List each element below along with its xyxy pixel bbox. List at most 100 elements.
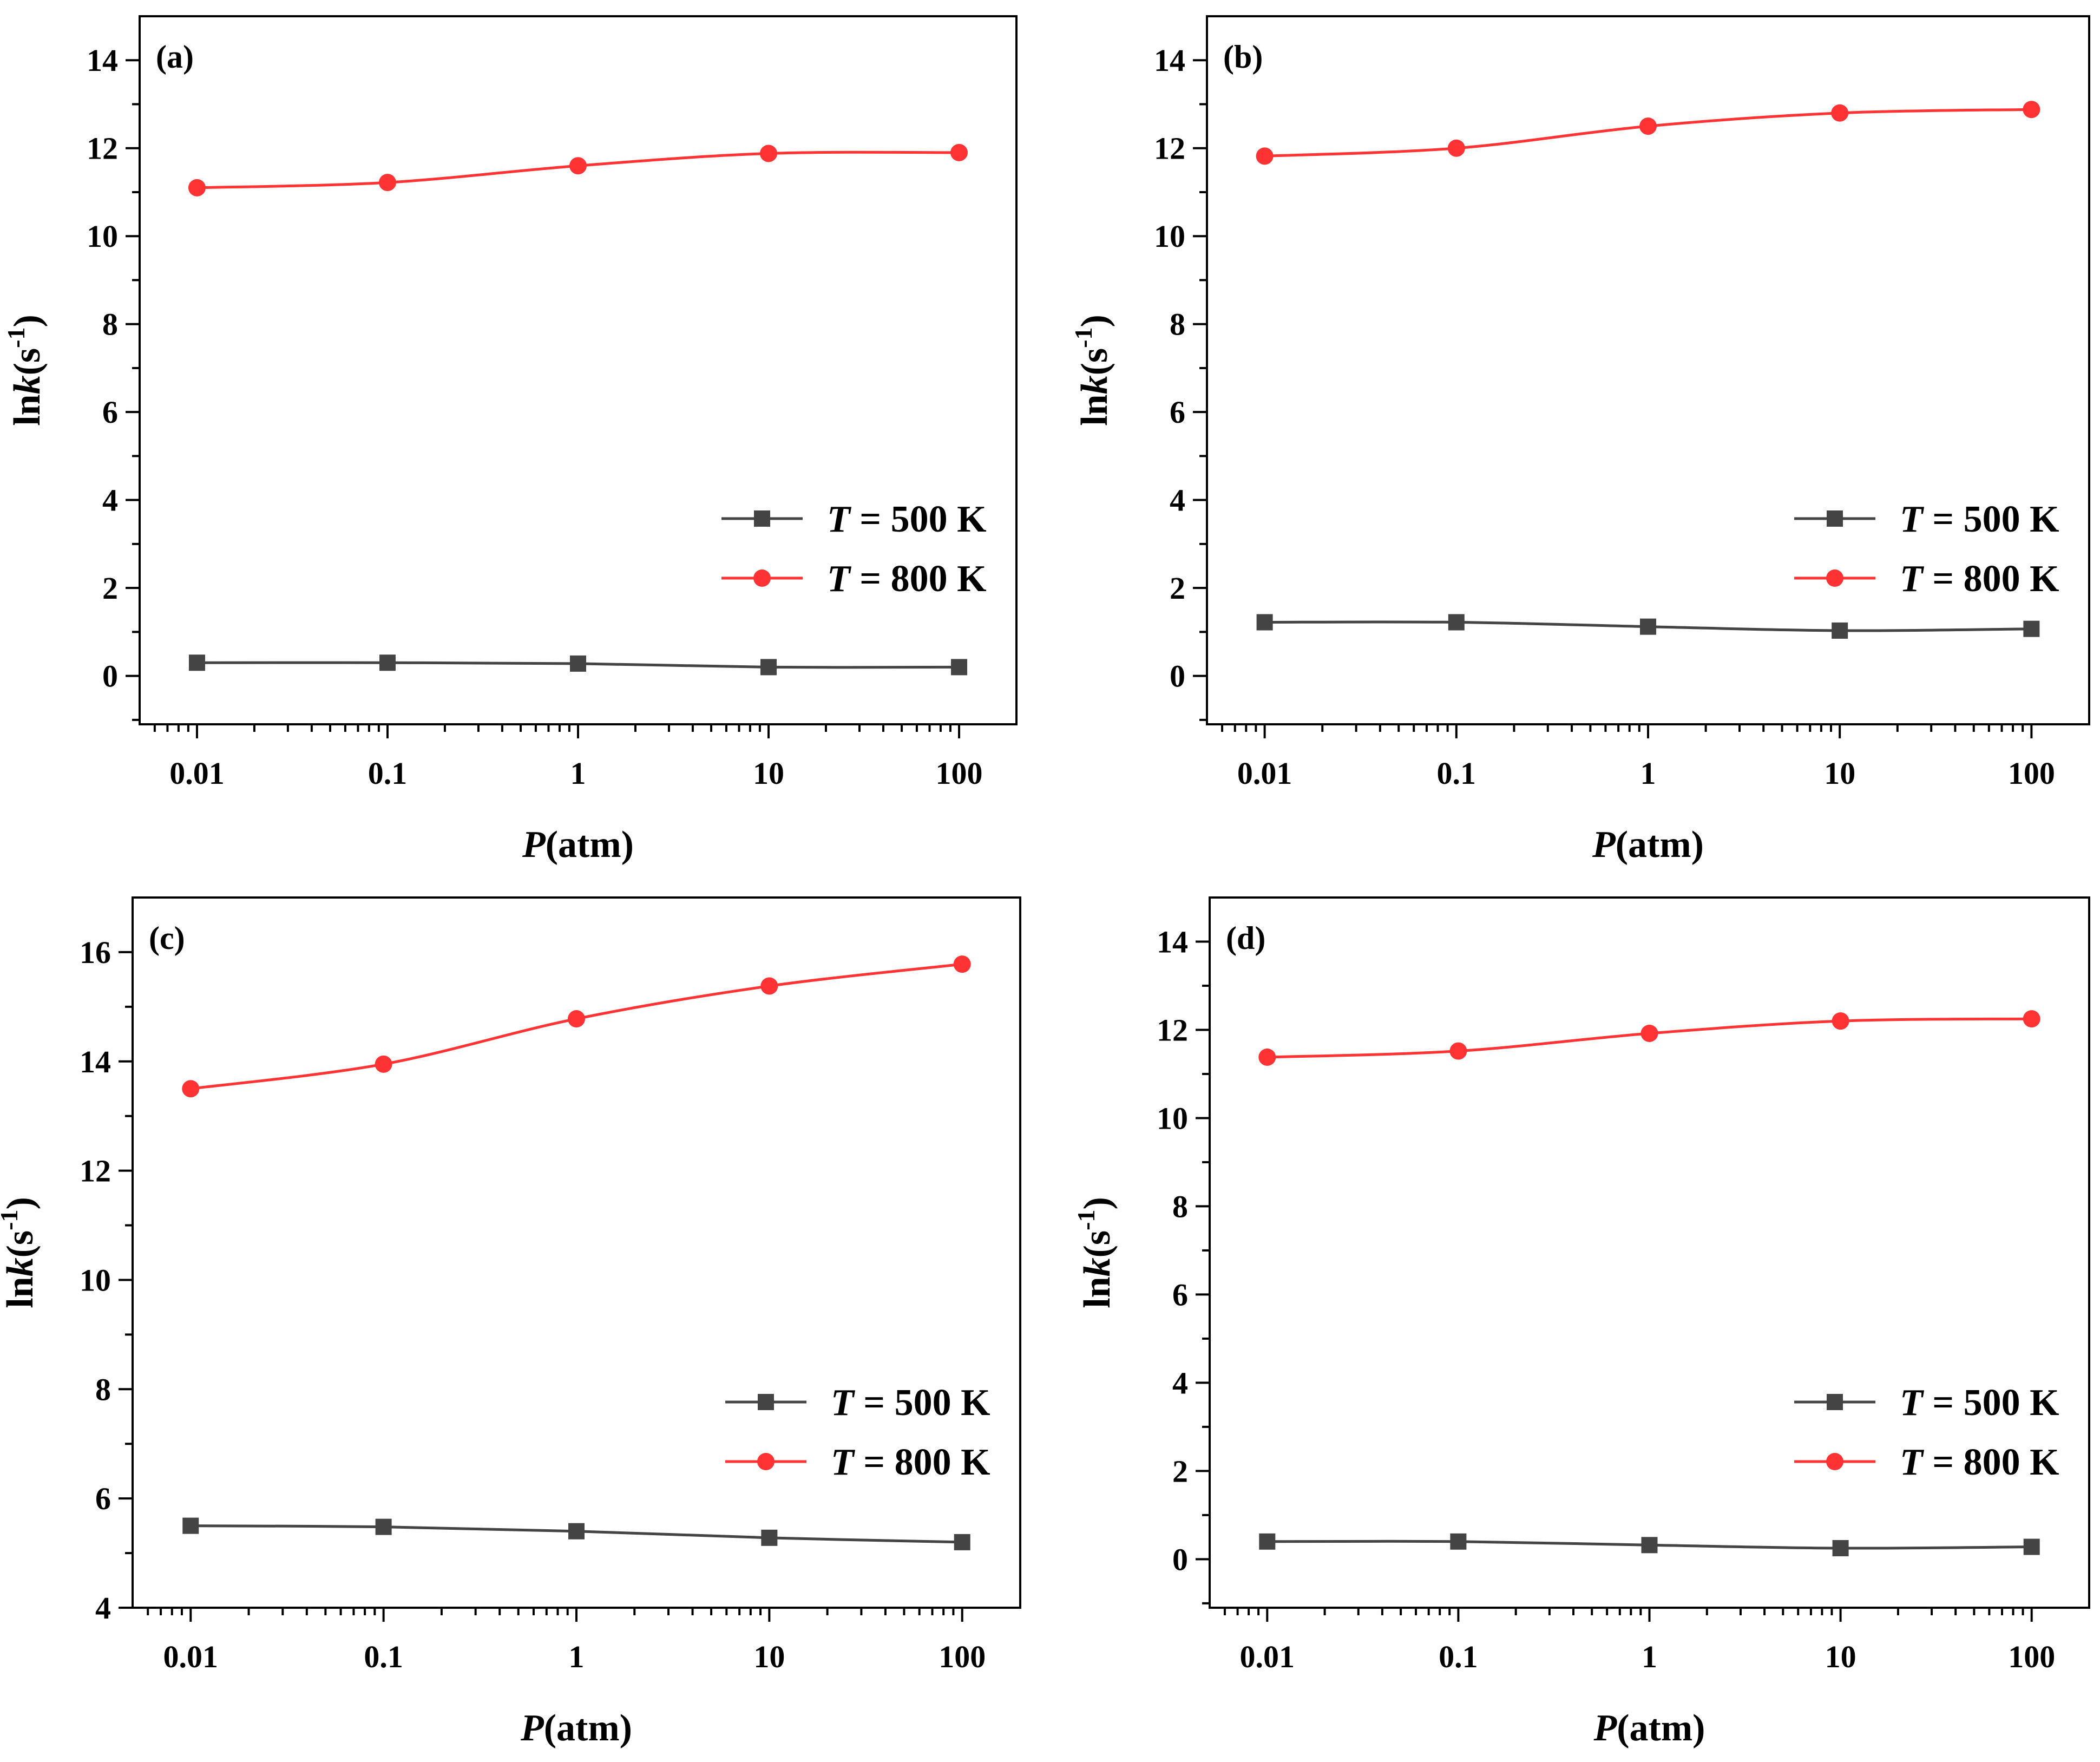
- x-axis-title: P(atm): [520, 1707, 632, 1749]
- y-title-unit: (s: [6, 348, 48, 376]
- y-title-exponent: -1: [1069, 327, 1097, 348]
- x-tick-label: 1: [570, 756, 586, 791]
- series-800K-point: [568, 1010, 585, 1028]
- panel-label: (b): [1223, 39, 1263, 75]
- y-title-unit: (s: [1077, 1230, 1118, 1258]
- x-tick-label: 10: [753, 756, 784, 791]
- y-axis-title: lnk(s-1): [2, 315, 48, 426]
- y-tick-label: 10: [1154, 219, 1185, 254]
- legend-variable: T: [1900, 499, 1925, 540]
- legend-label: T = 500 K: [831, 1382, 990, 1424]
- series-800K-point: [1258, 1048, 1276, 1066]
- series-800K-point: [182, 1080, 200, 1098]
- y-tick-label: 10: [80, 1262, 111, 1298]
- y-title-close: ): [1074, 315, 1115, 327]
- y-tick-label: 4: [102, 483, 118, 518]
- legend-variable: T: [827, 499, 852, 540]
- y-tick-label: 14: [1157, 924, 1188, 959]
- legend-value: = 800 K: [850, 558, 987, 600]
- legend-label: T = 800 K: [827, 558, 987, 600]
- series-800K-point: [1449, 1042, 1467, 1060]
- series-800K-point: [375, 1055, 392, 1073]
- legend-label: T = 500 K: [827, 499, 987, 540]
- panel-label: (a): [156, 39, 194, 75]
- x-tick-label: 10: [753, 1639, 785, 1674]
- y-title-variable: k: [1077, 1257, 1118, 1276]
- x-tick-label: 100: [936, 756, 983, 791]
- y-title-close: ): [0, 1197, 41, 1209]
- series-800K-point: [1831, 104, 1849, 122]
- legend-value: = 500 K: [1923, 1382, 2059, 1424]
- y-tick-label: 10: [1157, 1101, 1188, 1136]
- series-500K-point: [2023, 620, 2040, 637]
- series-500K-point: [1832, 622, 1848, 639]
- x-title-variable: P: [1592, 824, 1616, 866]
- legend-variable: T: [1900, 1382, 1925, 1424]
- y-tick-label: 6: [1172, 1277, 1188, 1312]
- series-800K-point: [953, 955, 971, 973]
- series-500K-point: [951, 659, 968, 676]
- y-title-prefix: ln: [1074, 394, 1115, 425]
- x-title-variable: P: [520, 1707, 544, 1749]
- legend-marker: [754, 510, 770, 527]
- legend-marker: [758, 1394, 774, 1410]
- legend-marker: [757, 1453, 775, 1470]
- chart-panel-b: 0 2 4 6 8 10 12 14 0.01 0.1 1 10 100 (b) P(atm) lnk(s-1…: [1069, 15, 2090, 866]
- y-title-prefix: ln: [1077, 1276, 1118, 1308]
- series-500K-point: [379, 654, 396, 671]
- series-500K-point: [1259, 1533, 1276, 1550]
- x-tick-label: 0.01: [169, 756, 225, 791]
- y-title-close: ): [1077, 1197, 1118, 1209]
- series-800K-point: [1640, 1024, 1658, 1042]
- legend-variable: T: [1900, 558, 1925, 600]
- y-tick-label: 16: [80, 935, 111, 970]
- x-tick-label: 10: [1824, 756, 1855, 791]
- series-500K-point: [1641, 1537, 1658, 1554]
- y-tick-label: 6: [102, 395, 118, 430]
- y-tick-label: 2: [1172, 1453, 1188, 1489]
- y-title-close: ): [6, 315, 48, 327]
- legend-marker: [1826, 569, 1843, 587]
- x-title-unit: (atm): [1616, 824, 1704, 866]
- y-title-exponent: -1: [1072, 1210, 1100, 1230]
- series-800K-point: [569, 157, 587, 175]
- legend-label: T = 500 K: [1900, 499, 2059, 540]
- y-tick-label: 14: [1154, 43, 1185, 78]
- legend-value: = 500 K: [1923, 499, 2059, 540]
- legend-label: T = 500 K: [1900, 1382, 2059, 1424]
- x-tick-label: 0.01: [1237, 756, 1292, 791]
- series-500K-point: [2023, 1538, 2040, 1555]
- x-title-unit: (atm): [1617, 1707, 1705, 1749]
- series-800K-point: [1832, 1012, 1849, 1030]
- y-tick-label: 0: [1170, 659, 1185, 694]
- plot-frame: [139, 15, 1018, 725]
- x-title-variable: P: [522, 824, 546, 866]
- y-tick-label: 12: [1154, 131, 1185, 166]
- x-title-variable: P: [1593, 1707, 1617, 1749]
- y-tick-label: 2: [1170, 571, 1185, 606]
- y-title-prefix: ln: [6, 394, 48, 425]
- y-tick-label: 4: [1172, 1365, 1188, 1400]
- series-500K-point: [1640, 618, 1656, 635]
- y-tick-label: 8: [95, 1372, 111, 1407]
- panel-label: (c): [149, 920, 185, 956]
- legend-marker: [1827, 510, 1843, 527]
- series-500K-point: [188, 654, 205, 671]
- y-title-variable: k: [6, 375, 48, 394]
- series-500K-point: [1832, 1540, 1849, 1556]
- series-500K-point: [375, 1518, 392, 1535]
- legend-value: = 800 K: [854, 1442, 990, 1483]
- x-tick-label: 0.1: [364, 1639, 403, 1674]
- series-500K-point: [570, 655, 586, 672]
- series-800K-point: [1447, 139, 1465, 157]
- x-tick-label: 0.01: [1240, 1639, 1295, 1674]
- y-tick-label: 8: [1172, 1189, 1188, 1224]
- legend-value: = 500 K: [850, 499, 987, 540]
- legend-value: = 800 K: [1923, 558, 2059, 600]
- y-tick-label: 2: [102, 571, 118, 606]
- series-500K-point: [568, 1523, 585, 1540]
- x-axis-title: P(atm): [1592, 824, 1704, 866]
- legend-marker: [1827, 1394, 1843, 1410]
- y-title-variable: k: [1074, 375, 1115, 394]
- y-axis-title: lnk(s-1): [0, 1197, 41, 1308]
